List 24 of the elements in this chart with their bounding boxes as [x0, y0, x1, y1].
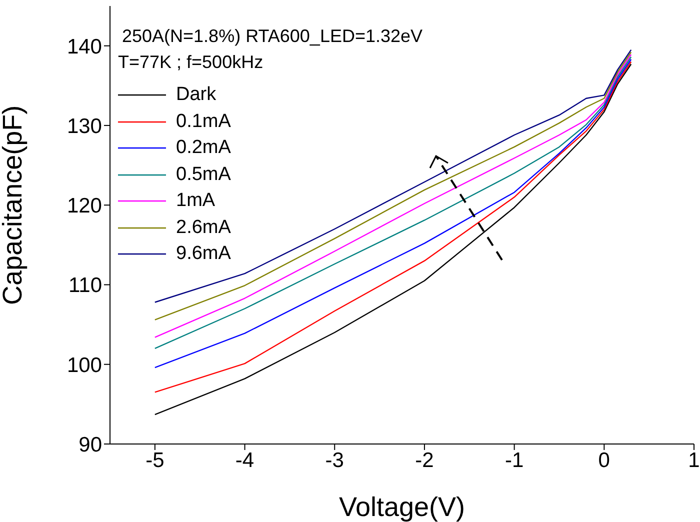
y-tick-label: 90: [78, 433, 102, 456]
legend-label: 9.6mA: [176, 243, 231, 266]
legend-label: 1mA: [176, 190, 216, 212]
text: 250A(N=1.8%) RTA600_LED=1.32eV: [122, 26, 423, 47]
y-tick-label: 110: [68, 274, 102, 298]
y-tick-label: 140: [66, 35, 102, 58]
legend-label: 0.1mA: [176, 110, 231, 133]
y-tick-label: 120: [66, 194, 102, 218]
x-tick-label: -5: [146, 448, 164, 472]
x-tick-label: -3: [325, 448, 344, 472]
x-axis-title: Voltage(V): [338, 492, 466, 522]
x-tick-label: 1: [688, 448, 700, 472]
legend-label: 2.6mA: [176, 216, 231, 239]
legend-label: Dark: [176, 84, 216, 106]
legend-label: 0.5mA: [176, 164, 231, 186]
y-tick-label: 130: [66, 114, 102, 138]
x-tick-label: -1: [504, 448, 524, 472]
x-tick-label: -4: [235, 448, 254, 472]
y-axis-title: Capacitance(pF): [0, 105, 28, 305]
x-tick-label: -2: [415, 448, 434, 472]
y-tick-label: 100: [66, 354, 102, 377]
text: T=77K ; f=500kHz: [118, 52, 264, 73]
legend-label: 0.2mA: [176, 137, 231, 160]
x-tick-label: 0: [598, 448, 610, 472]
